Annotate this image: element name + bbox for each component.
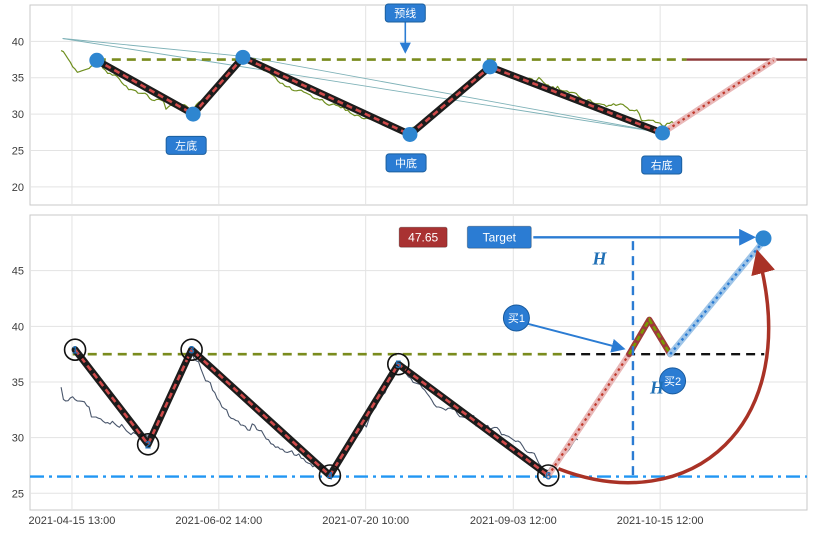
- annotation-badge: [384, 3, 426, 23]
- annotation-badge-label: 右底: [651, 158, 673, 172]
- pivot-circle: [63, 338, 87, 361]
- target-box: [466, 225, 532, 249]
- pivot-circle: [318, 464, 342, 487]
- pivot-number: 6: [545, 470, 551, 482]
- buy-badge-label: 买1: [508, 312, 525, 325]
- target-line-dotted: [669, 240, 765, 355]
- x-tick-label: 2021-06-02 14:00: [175, 515, 262, 527]
- pivot-number: 2: [145, 439, 151, 451]
- buy-badge: [502, 304, 530, 332]
- buy-badge-label: 买2: [664, 375, 681, 388]
- x-tick-label: 2021-04-15 13:00: [29, 515, 116, 527]
- pivot-number: 5: [395, 359, 401, 371]
- target-box-label: Target: [483, 230, 517, 244]
- pivot-dot: [89, 52, 105, 68]
- y-tick-label: 45: [12, 266, 24, 278]
- buy-badge: [659, 367, 687, 395]
- x-tick-label: 2021-10-15 12:00: [617, 515, 704, 527]
- buy-arrow: [525, 322, 626, 353]
- annotation-badge: [641, 155, 683, 175]
- y-tick-label: 35: [12, 377, 24, 389]
- target-dot: [755, 230, 772, 247]
- pivot-dot: [654, 125, 670, 141]
- y-tick-label: 25: [12, 145, 24, 157]
- y-tick-label: 40: [12, 36, 24, 48]
- y-tick-label: 30: [12, 109, 24, 121]
- x-tick-label: 2021-09-03 12:00: [470, 515, 557, 527]
- pivot-dot: [402, 126, 418, 142]
- annotation-badge-label: 预线: [394, 6, 416, 20]
- breakout-curve-arrow: [557, 249, 775, 485]
- pivot-number: 3: [189, 345, 195, 357]
- zigzag-inner: [96, 55, 663, 137]
- y-tick-label: 40: [12, 321, 24, 333]
- y-tick-label: 30: [12, 433, 24, 445]
- pivot-dot: [235, 49, 251, 65]
- wedge-line: [62, 38, 665, 134]
- pivot-circle: [386, 352, 410, 376]
- pivot-circle: [180, 338, 203, 361]
- zigzag-inner: [74, 347, 550, 478]
- pivot-circle: [136, 433, 160, 456]
- height-measure-label: H: [649, 378, 665, 398]
- annotation-badge-label: 中底: [395, 156, 417, 170]
- annotation-badge-label: 左底: [175, 138, 197, 152]
- panel-area: [29, 214, 808, 511]
- pivot-number: 1: [72, 345, 78, 357]
- mini-zigzag-inner: [627, 317, 672, 355]
- price-target-value-box: [398, 226, 448, 248]
- price-target-value-box-label: 47.65: [408, 230, 438, 244]
- x-tick-label: 2021-07-20 10:00: [322, 515, 409, 527]
- annotation-badge: [385, 153, 427, 173]
- pivot-circle: [536, 464, 560, 487]
- pivot-dot: [185, 106, 201, 122]
- y-tick-label: 35: [12, 73, 24, 85]
- height-measure-label: H: [592, 248, 608, 268]
- projection-dotted: [547, 353, 631, 477]
- projection-dotted: [661, 59, 775, 134]
- y-tick-label: 20: [12, 182, 24, 194]
- y-tick-label: 25: [12, 488, 24, 500]
- pivot-number: 4: [327, 470, 334, 482]
- annotation-badge: [165, 135, 207, 155]
- panel-area: [29, 4, 808, 206]
- pivot-dot: [482, 59, 498, 75]
